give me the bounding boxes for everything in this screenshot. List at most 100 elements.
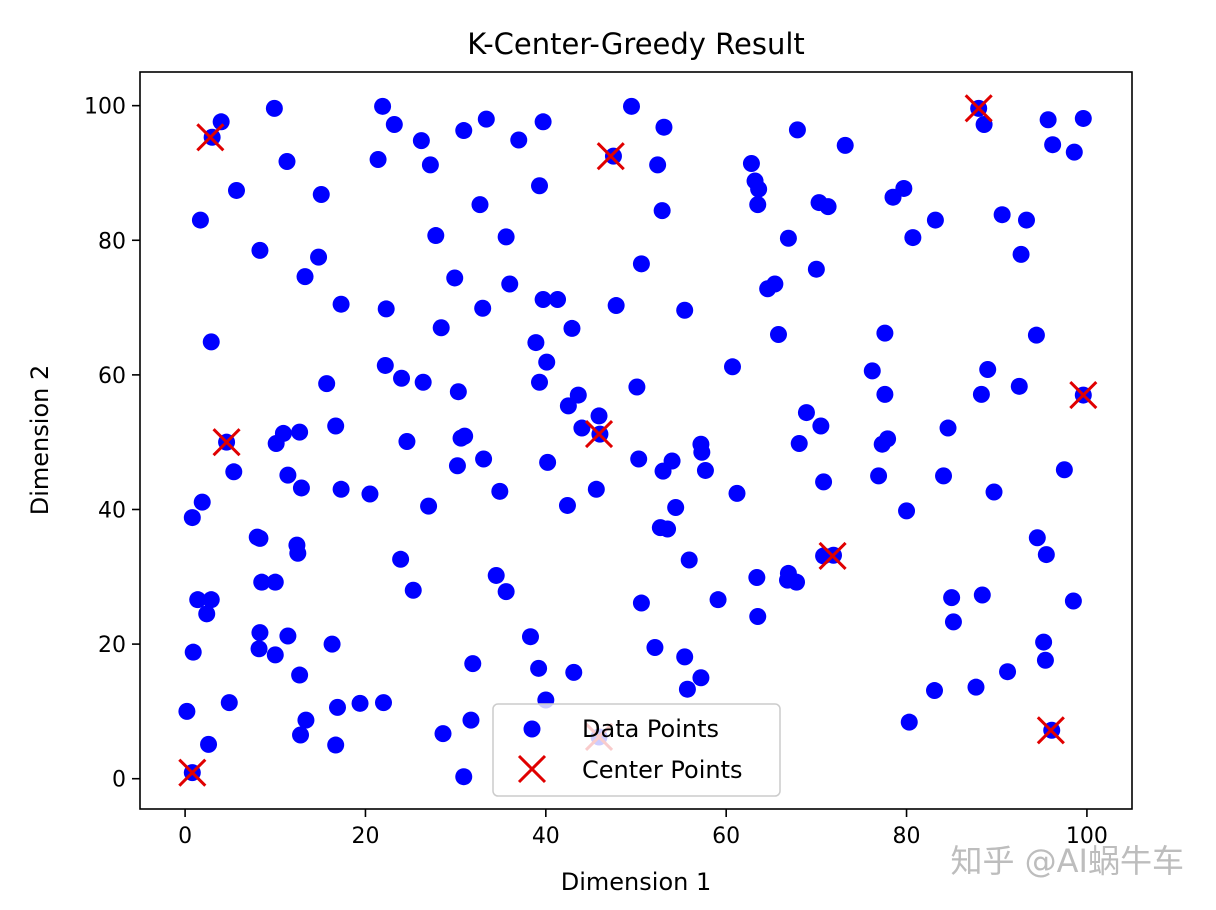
data-point (446, 269, 464, 287)
data-point (607, 297, 625, 315)
data-point (296, 268, 314, 286)
data-point (663, 452, 681, 470)
data-point (788, 121, 806, 139)
data-point (815, 473, 833, 491)
plot-area (178, 94, 1098, 787)
data-point (1039, 111, 1057, 129)
data-point (999, 663, 1017, 681)
data-point (251, 624, 269, 642)
plot-frame (139, 71, 1133, 810)
legend-label-data-points: Data Points (582, 715, 719, 743)
data-point (404, 581, 422, 599)
data-point (604, 147, 622, 165)
data-point (266, 573, 284, 591)
x-tick-label: 40 (532, 824, 560, 849)
data-point (421, 156, 439, 174)
center-point (1069, 381, 1098, 410)
legend: Data Points Center Points (492, 703, 781, 797)
data-point (944, 613, 962, 631)
data-point (427, 227, 445, 245)
data-point (1012, 245, 1030, 263)
data-point (819, 198, 837, 216)
data-point (750, 180, 768, 198)
data-point (723, 358, 741, 376)
data-point (779, 229, 797, 247)
data-point (279, 466, 297, 484)
data-point (972, 385, 990, 403)
data-point (1064, 592, 1082, 610)
data-point (178, 702, 196, 720)
data-point (549, 290, 567, 308)
data-point (310, 248, 328, 266)
data-point (676, 648, 694, 666)
data-point (414, 373, 432, 391)
data-point (676, 301, 694, 319)
legend-marker-data-points (523, 720, 541, 738)
data-point (975, 115, 993, 133)
data-point (926, 682, 944, 700)
data-point (812, 417, 830, 435)
data-point (291, 423, 309, 441)
data-point (250, 640, 268, 658)
x-axis-label: Dimension 1 (561, 868, 711, 896)
data-point (728, 484, 746, 502)
data-point (193, 493, 211, 511)
data-point (297, 711, 315, 729)
y-tick-label: 20 (98, 633, 126, 658)
data-point (202, 591, 220, 609)
data-point (1027, 326, 1045, 344)
data-point (449, 383, 467, 401)
data-point (420, 497, 438, 515)
data-point (563, 319, 581, 337)
data-point (622, 97, 640, 115)
data-point (392, 550, 410, 568)
data-point (369, 150, 387, 168)
data-point (836, 136, 854, 154)
data-point (292, 726, 310, 744)
data-point (943, 589, 961, 607)
data-point (569, 386, 587, 404)
data-point (220, 694, 238, 712)
data-point (985, 483, 1003, 501)
data-point (879, 430, 897, 448)
data-point (448, 457, 466, 475)
data-point (898, 502, 916, 520)
data-point (227, 181, 245, 199)
y-axis-label: Dimension 2 (26, 365, 54, 515)
data-point (200, 735, 218, 753)
y-tick-label: 100 (84, 95, 126, 120)
data-point (742, 155, 760, 173)
data-point (870, 467, 888, 485)
legend-box (492, 703, 781, 797)
data-point (253, 573, 271, 591)
data-point (565, 663, 583, 681)
data-point (900, 713, 918, 731)
data-point (1010, 377, 1028, 395)
center-point (178, 758, 207, 787)
data-point (393, 369, 411, 387)
data-point (487, 566, 505, 584)
data-point (692, 669, 710, 687)
data-point (659, 520, 677, 538)
data-point (1074, 109, 1092, 127)
data-point (184, 643, 202, 661)
data-point (464, 655, 482, 673)
data-point (531, 177, 549, 195)
data-point (225, 463, 243, 481)
data-point (646, 638, 664, 656)
data-point (531, 373, 549, 391)
legend-marker-center-points (517, 754, 547, 784)
data-point (748, 568, 766, 586)
data-point (1036, 651, 1054, 669)
chart-title: K-Center-Greedy Result (467, 27, 805, 61)
data-point (189, 591, 207, 609)
data-point (904, 229, 922, 247)
data-point (788, 573, 806, 591)
data-point (474, 299, 492, 317)
x-tick-label: 20 (351, 824, 379, 849)
data-point (278, 153, 296, 171)
data-point (377, 300, 395, 318)
data-point (769, 325, 787, 343)
data-point (539, 453, 557, 471)
